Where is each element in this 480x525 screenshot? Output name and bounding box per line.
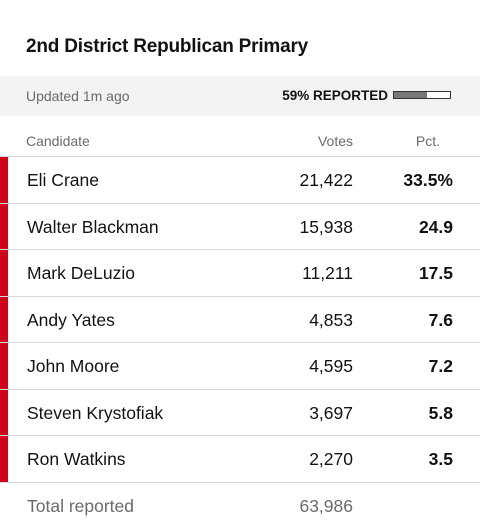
- updated-timestamp: Updated 1m ago: [26, 88, 130, 104]
- party-color-bar: [0, 389, 8, 435]
- table-row: Andy Yates 4,853 7.6: [0, 296, 480, 343]
- candidate-pct: 7.2: [428, 356, 453, 376]
- candidate-votes: 15,938: [299, 216, 353, 237]
- column-header-pct: Pct.: [415, 133, 440, 149]
- table-row: Ron Watkins 2,270 3.5: [0, 436, 480, 483]
- table-row: Steven Krystofiak 3,697 5.8: [0, 389, 480, 436]
- header-divider: [0, 156, 480, 157]
- party-color-bar: [0, 296, 8, 342]
- table-row: Eli Crane 21,422 33.5%: [0, 157, 480, 204]
- table-row: Mark DeLuzio 11,211 17.5: [0, 250, 480, 297]
- candidate-votes: 4,853: [309, 309, 353, 330]
- candidate-votes: 21,422: [299, 170, 353, 190]
- party-color-bar: [0, 436, 8, 482]
- candidate-pct: 17.5: [418, 263, 453, 283]
- candidate-pct: 5.8: [428, 402, 453, 423]
- candidate-pct: 33.5%: [403, 170, 453, 190]
- party-color-bar: [0, 343, 8, 389]
- candidate-votes: 2,270: [309, 449, 353, 469]
- candidate-name: John Moore: [27, 356, 120, 376]
- candidate-votes: 3,697: [309, 402, 353, 423]
- reporting-progress-fill: [394, 92, 428, 98]
- reporting-status-bar: Updated 1m ago 59% REPORTED: [0, 76, 480, 116]
- column-header-votes: Votes: [317, 133, 353, 149]
- candidate-name: Andy Yates: [27, 309, 115, 330]
- candidate-name: Steven Krystofiak: [27, 402, 164, 423]
- reporting-progress-bar: [393, 91, 451, 99]
- candidate-name: Mark DeLuzio: [27, 263, 135, 283]
- total-reported-label: Total reported: [27, 496, 135, 516]
- candidate-name: Eli Crane: [27, 170, 99, 190]
- results-table: Eli Crane 21,422 33.5% Walter Blackman 1…: [0, 157, 480, 483]
- candidate-votes: 11,211: [302, 263, 353, 283]
- party-color-bar: [0, 250, 8, 296]
- party-color-bar: [0, 203, 8, 249]
- candidate-pct: 7.6: [428, 309, 453, 330]
- reported-percentage: 59% REPORTED: [282, 88, 388, 103]
- total-reported-votes: 63,986: [299, 496, 353, 516]
- candidate-pct: 24.9: [418, 216, 453, 237]
- table-row: John Moore 4,595 7.2: [0, 343, 480, 390]
- race-title: 2nd District Republican Primary: [26, 36, 309, 57]
- candidate-name: Walter Blackman: [27, 216, 159, 237]
- candidate-votes: 4,595: [309, 356, 353, 376]
- candidate-pct: 3.5: [428, 449, 453, 469]
- candidate-name: Ron Watkins: [27, 449, 126, 469]
- party-color-bar: [0, 157, 8, 203]
- column-header-candidate: Candidate: [26, 133, 90, 149]
- table-row: Walter Blackman 15,938 24.9: [0, 203, 480, 250]
